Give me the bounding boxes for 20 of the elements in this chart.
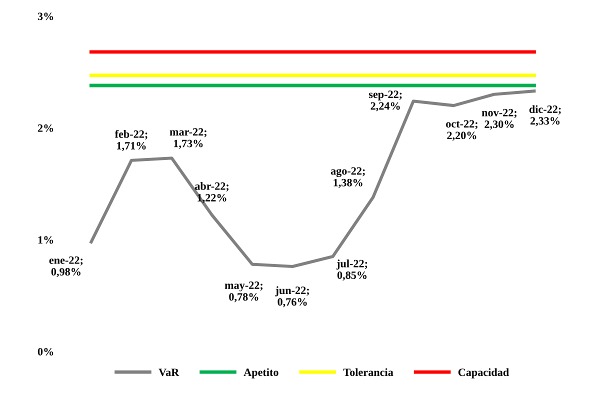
data-label: ago-22; 1,38% <box>330 167 365 188</box>
y-tick-label: 2% <box>38 124 54 132</box>
data-label: jul-22; 0,85% <box>336 260 368 281</box>
y-tick-label: 1% <box>38 236 54 244</box>
legend-label: Tolerancia <box>343 368 394 376</box>
legend-label: Capacidad <box>458 368 509 378</box>
y-tick-label: 3% <box>38 12 54 20</box>
data-label: sep-22; 2,24% <box>368 90 402 112</box>
data-label: dic-22; 2,33% <box>529 105 561 126</box>
data-label: nov-22; 2,30% <box>482 108 516 130</box>
data-label: mar-22; 1,73% <box>170 128 206 149</box>
data-label: ene-22; 0,98% <box>49 256 83 278</box>
y-tick-label: 0% <box>38 348 54 356</box>
legend-label: VaR <box>158 368 180 376</box>
data-label: jun-22; 0,76% <box>275 286 309 308</box>
data-label: may-22; 0,78% <box>224 282 262 302</box>
legend-label: Apetito <box>244 368 278 378</box>
data-label: oct-22; 2,20% <box>446 120 478 141</box>
data-label: abr-22; 1,22% <box>195 182 228 204</box>
data-label: feb-22; 1,71% <box>114 130 148 152</box>
